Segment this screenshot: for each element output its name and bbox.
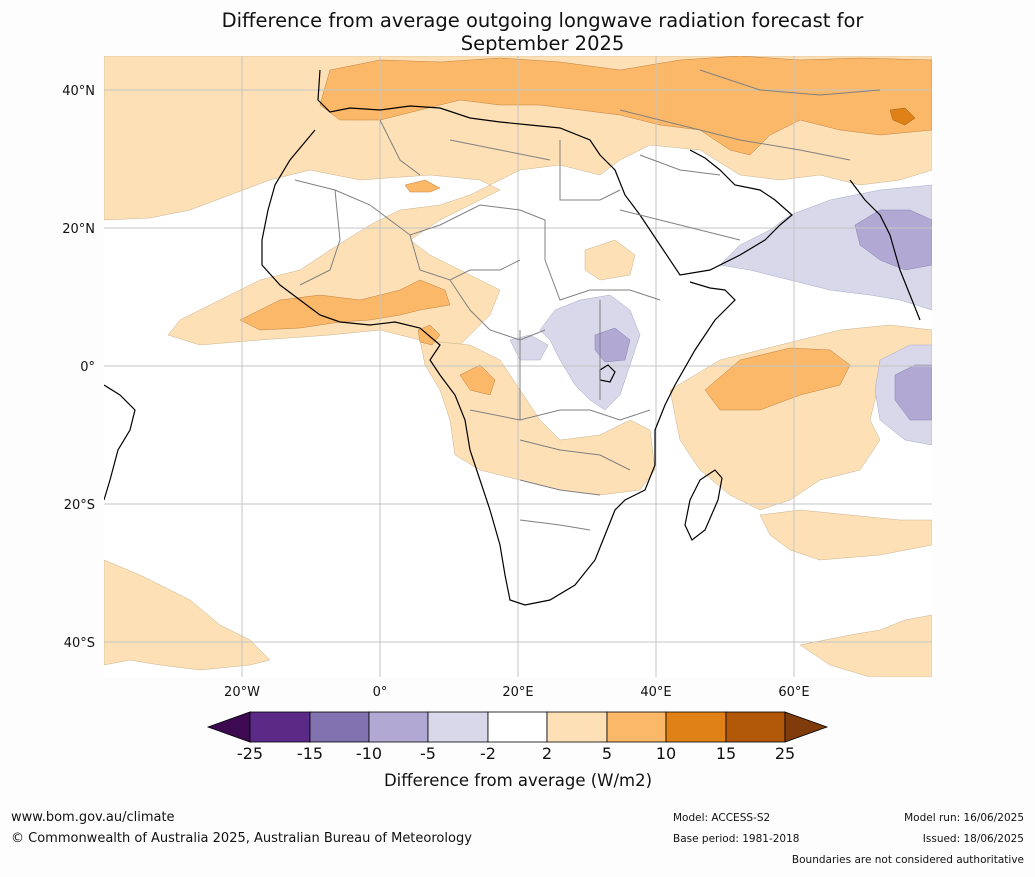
colorbar-bin (487, 711, 548, 743)
colorbar-tick: -10 (356, 744, 382, 763)
lon-label-20e: 20°E (502, 685, 533, 700)
footer-site: www.bom.gov.au/climate (11, 810, 175, 825)
colorbar-bin (725, 711, 786, 743)
footer-disclaimer: Boundaries are not considered authoritat… (791, 854, 1024, 866)
country-borders (294, 69, 881, 531)
colorbar-tick: -25 (237, 744, 263, 763)
footer-copyright: © Commonwealth of Australia 2025, Austra… (11, 831, 472, 846)
lat-label-20s: 20°S (64, 498, 95, 513)
lon-label-20w: 20°W (224, 685, 260, 700)
map-panel (104, 56, 932, 677)
title-line-2: September 2025 (460, 32, 625, 55)
colorbar-tick: 25 (775, 744, 795, 763)
colorbar-bin (665, 711, 727, 743)
colorbar-tick: 10 (656, 744, 676, 763)
lon-label-0: 0° (373, 685, 388, 700)
colorbar-tick: 2 (542, 744, 552, 763)
footer-model-run: Model run: 16/06/2025 (904, 812, 1024, 824)
footer-base-period: Base period: 1981-2018 (673, 833, 800, 845)
gridlines (104, 56, 932, 677)
lat-label-40s: 40°S (64, 636, 95, 651)
colorbar-bin (606, 711, 667, 743)
colorbar: -25 -15 -10 -5 -2 2 5 10 15 25 Differenc… (206, 711, 829, 790)
footer-issued: Issued: 18/06/2025 (922, 833, 1024, 845)
map-title: Difference from average outgoing longwav… (0, 9, 1035, 55)
lon-label-40e: 40°E (640, 685, 671, 700)
colorbar-arrow-low (206, 711, 251, 743)
colorbar-bin (368, 711, 429, 743)
colorbar-bin (427, 711, 489, 743)
colorbar-bin (546, 711, 608, 743)
colorbar-title: Difference from average (W/m2) (384, 771, 652, 790)
colorbar-bin (249, 711, 311, 743)
latitude-labels: 40°N 20°N 0° 20°S 40°S (62, 84, 95, 651)
colorbar-arrow-high (784, 711, 829, 743)
colorbar-tick: 15 (716, 744, 736, 763)
colorbar-tick: 5 (602, 744, 612, 763)
lat-label-40n: 40°N (62, 84, 95, 99)
colorbar-tick: -5 (420, 744, 436, 763)
lon-label-60e: 60°E (778, 685, 809, 700)
lat-label-0: 0° (80, 360, 95, 375)
colorbar-tick: -2 (480, 744, 496, 763)
anomaly-medium-purple (594, 209, 932, 421)
footer-model: Model: ACCESS-S2 (673, 812, 771, 824)
colorbar-bin (309, 711, 370, 743)
longitude-labels: 20°W 0° 20°E 40°E 60°E (224, 685, 810, 700)
title-line-1: Difference from average outgoing longwav… (221, 9, 864, 32)
lat-label-20n: 20°N (62, 222, 95, 237)
anomaly-dark-orange (889, 107, 916, 126)
colorbar-tick: -15 (297, 744, 323, 763)
